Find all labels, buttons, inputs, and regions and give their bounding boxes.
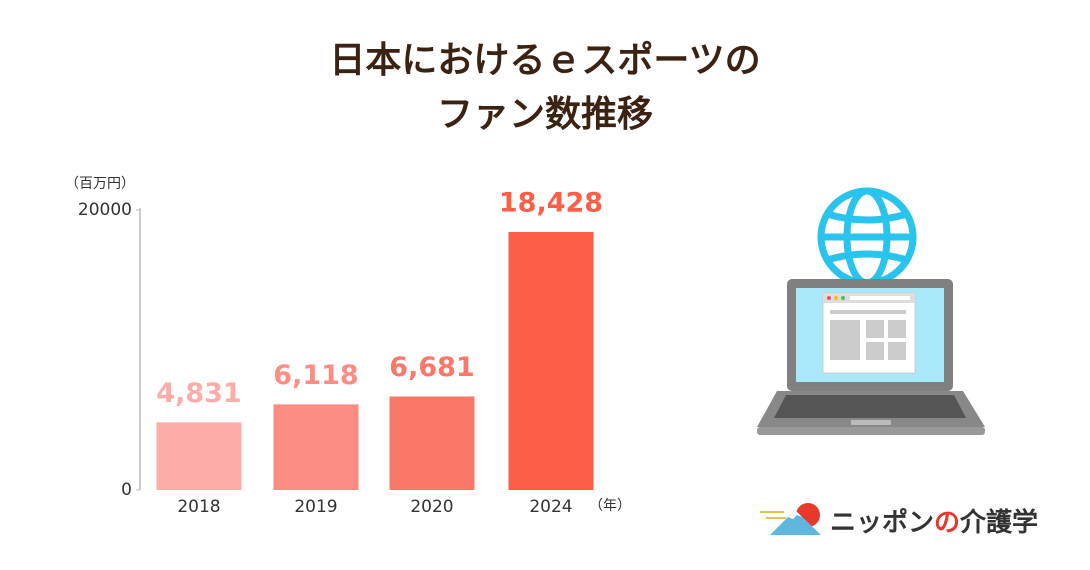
bar	[273, 404, 359, 490]
y-tick-label: 20000	[78, 200, 132, 220]
y-axis-label: （百万円）	[65, 176, 135, 192]
x-tick-label: 2024	[529, 497, 572, 517]
brand-part: ニッポン	[830, 507, 934, 538]
x-tick-label: 2019	[294, 497, 337, 517]
value-label: 6,681	[389, 352, 474, 383]
chart-title: 日本におけるｅスポーツの	[329, 39, 760, 81]
value-label: 18,428	[499, 188, 603, 219]
bar	[508, 232, 594, 490]
bar	[156, 422, 242, 490]
value-label: 4,831	[156, 378, 241, 409]
value-label: 6,118	[273, 360, 358, 391]
brand-logo-icon	[760, 503, 821, 535]
brand-part: 介護学	[959, 507, 1038, 538]
x-axis-label: （年）	[589, 498, 631, 514]
chart-title: ファン数推移	[437, 94, 653, 135]
laptop-icon	[757, 279, 985, 435]
x-tick-label: 2020	[410, 497, 453, 517]
y-tick-label: 0	[121, 480, 132, 500]
globe-icon	[817, 187, 917, 287]
x-tick-label: 2018	[177, 497, 220, 517]
brand-name: ニッポンの介護学	[830, 507, 1038, 538]
bar	[389, 396, 475, 490]
brand-part: の	[934, 508, 960, 538]
